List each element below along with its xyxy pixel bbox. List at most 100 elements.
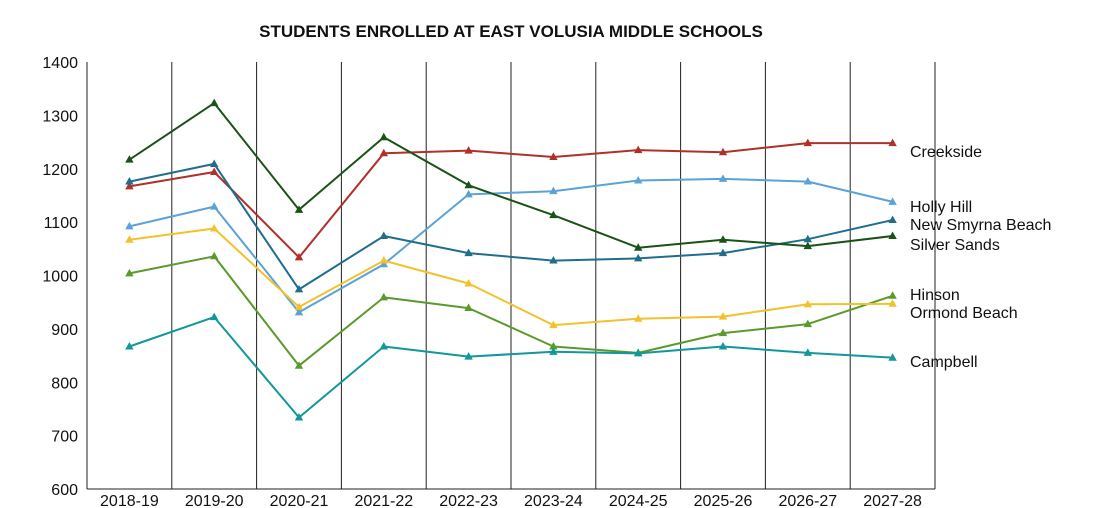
point-holly-hill-2026-27 [803, 177, 812, 185]
point-holly-hill-2018-19 [125, 221, 134, 230]
y-axis-ticks: 600 700 800 900 1000 1100 1200 1300 1400 [42, 55, 78, 499]
x-axis-ticks: 2018-19 2019-20 2020-21 2021-22 2022-23 2023-… [100, 493, 922, 508]
point-new-smyrna-beach-2026-27 [803, 234, 812, 243]
y-tick-label-1100: 1100 [44, 215, 79, 232]
point-ormond-beach-2019-20 [210, 224, 219, 232]
point-new-smyrna-beach-2022-23 [464, 248, 473, 257]
series-label-campbell: Campbell [910, 354, 978, 371]
point-new-smyrna-beach-2019-20 [210, 159, 219, 167]
series-layer [125, 98, 897, 421]
series-label-ormond-beach: Ormond Beach [910, 305, 1018, 322]
point-holly-hill-2025-26 [718, 174, 728, 182]
point-silver-sands-2026-27 [803, 241, 812, 250]
series-label-hinson: Hinson [910, 287, 960, 304]
point-ormond-beach-2022-23 [464, 279, 473, 287]
x-tick-label-2021-22: 2021-22 [354, 493, 413, 508]
point-hinson-2023-24 [549, 341, 558, 350]
point-hinson-2020-21 [294, 361, 304, 369]
point-hinson-2021-22 [379, 292, 388, 301]
series-label-new-smyrna-beach: New Smyrna Beach [910, 217, 1051, 234]
series-campbell [125, 312, 897, 421]
point-creekside-2024-25 [634, 145, 643, 154]
point-new-smyrna-beach-2023-24 [549, 256, 558, 264]
x-tick-label-2025-26: 2025-26 [694, 493, 753, 508]
point-holly-hill-2023-24 [549, 186, 558, 195]
x-tick-label-2023-24: 2023-24 [524, 493, 583, 508]
point-ormond-beach-2020-21 [294, 302, 304, 310]
point-new-smyrna-beach-2027-28 [888, 215, 897, 223]
point-campbell-2027-28 [888, 353, 897, 361]
point-creekside-2019-20 [210, 167, 219, 175]
x-tick-label-2026-27: 2026-27 [778, 493, 837, 508]
point-ormond-beach-2025-26 [718, 312, 728, 320]
x-tick-label-2018-19: 2018-19 [100, 493, 159, 508]
point-creekside-2027-28 [888, 138, 897, 147]
x-tick-label-2024-25: 2024-25 [609, 493, 668, 508]
series-label-holly-hill: Holly Hill [910, 199, 972, 216]
point-hinson-2027-28 [888, 291, 897, 299]
point-ormond-beach-2018-19 [125, 235, 134, 243]
x-tick-label-2019-20: 2019-20 [185, 493, 244, 508]
point-new-smyrna-beach-2024-25 [634, 253, 643, 262]
point-silver-sands-2021-22 [379, 132, 388, 141]
y-tick-label-1000: 1000 [42, 269, 78, 286]
line-creekside [129, 142, 893, 259]
line-hinson [129, 255, 893, 367]
point-campbell-2020-21 [294, 412, 304, 421]
point-campbell-2021-22 [379, 341, 388, 350]
line-campbell [129, 316, 893, 419]
line-holly-hill [129, 177, 893, 314]
point-silver-sands-2025-26 [718, 235, 728, 243]
point-holly-hill-2020-21 [294, 307, 304, 316]
series-label-creekside: Creekside [910, 144, 982, 161]
point-silver-sands-2024-25 [634, 243, 643, 251]
series-holly-hill [125, 174, 897, 316]
x-tick-label-2020-21: 2020-21 [270, 493, 329, 508]
point-ormond-beach-2027-28 [888, 299, 897, 307]
series-creekside [125, 138, 897, 261]
point-hinson-2018-19 [125, 268, 134, 277]
point-ormond-beach-2026-27 [803, 299, 812, 308]
point-creekside-2023-24 [549, 152, 558, 161]
point-creekside-2025-26 [718, 147, 728, 156]
point-holly-hill-2022-23 [464, 189, 473, 198]
point-new-smyrna-beach-2020-21 [294, 284, 304, 293]
point-hinson-2022-23 [464, 303, 473, 312]
point-ormond-beach-2021-22 [379, 256, 388, 264]
point-silver-sands-2019-20 [210, 98, 219, 107]
point-creekside-2026-27 [803, 138, 812, 147]
series-silver-sands [125, 98, 897, 251]
point-creekside-2020-21 [294, 252, 304, 261]
point-new-smyrna-beach-2018-19 [125, 177, 134, 185]
point-campbell-2025-26 [718, 341, 728, 350]
line-new-smyrna-beach [129, 162, 893, 291]
point-silver-sands-2027-28 [888, 231, 897, 240]
point-campbell-2019-20 [210, 312, 219, 321]
point-campbell-2022-23 [464, 352, 473, 360]
point-silver-sands-2018-19 [125, 155, 134, 163]
point-holly-hill-2019-20 [210, 202, 219, 210]
point-holly-hill-2024-25 [634, 175, 643, 184]
y-tick-label-1400: 1400 [42, 55, 78, 72]
point-hinson-2025-26 [718, 328, 728, 337]
chart-title: STUDENTS ENROLLED AT EAST VOLUSIA MIDDLE… [259, 22, 763, 41]
series-new-smyrna-beach [125, 159, 897, 293]
point-creekside-2022-23 [464, 146, 473, 154]
vertical-gridlines [86, 62, 936, 490]
line-silver-sands [128, 102, 893, 249]
point-silver-sands-2022-23 [464, 180, 473, 189]
point-silver-sands-2023-24 [549, 210, 558, 219]
point-hinson-2019-20 [210, 251, 219, 260]
point-new-smyrna-beach-2025-26 [718, 248, 728, 257]
line-ormond-beach [129, 227, 893, 327]
series-ormond-beach [125, 224, 897, 329]
x-tick-label-2027-28: 2027-28 [863, 493, 922, 508]
series-hinson [125, 251, 897, 369]
point-creekside-2018-19 [125, 181, 134, 190]
point-creekside-2021-22 [379, 148, 388, 157]
y-tick-label-900: 900 [51, 322, 78, 339]
point-hinson-2026-27 [803, 319, 812, 328]
series-label-silver-sands: Silver Sands [910, 237, 1000, 254]
